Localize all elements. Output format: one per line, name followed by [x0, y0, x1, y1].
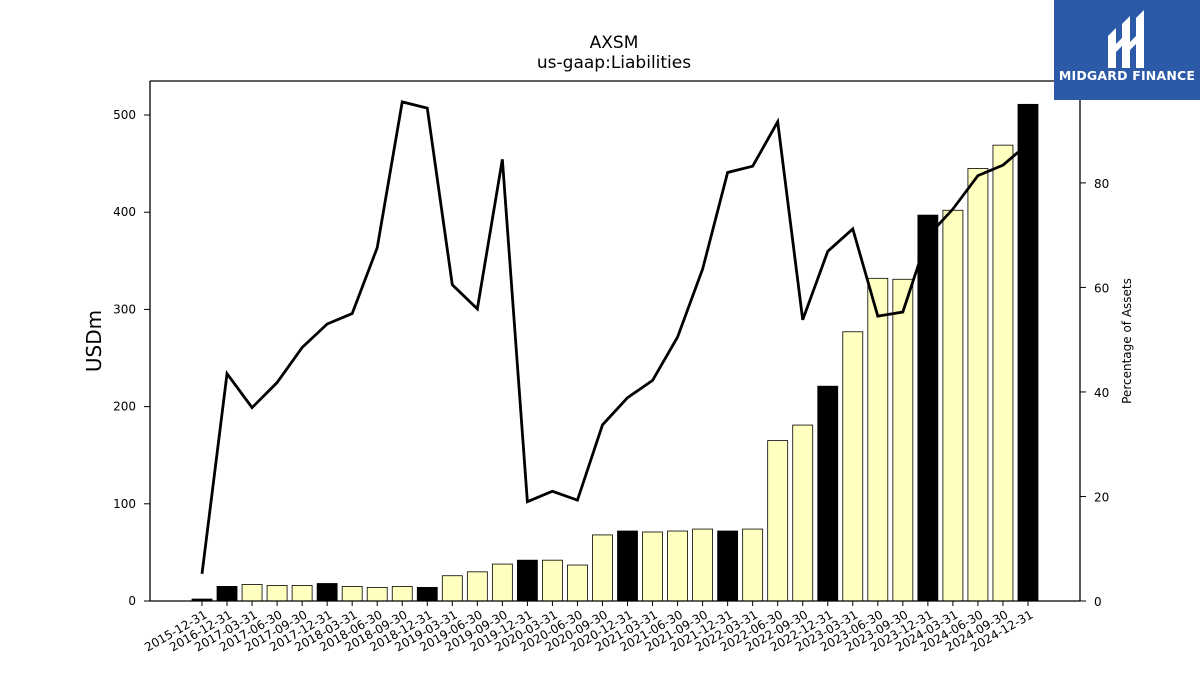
right-tick-label: 0: [1094, 595, 1102, 609]
left-ticks-group: 0 100 200 300 400 500: [113, 108, 150, 608]
bar-2018-03-31: [341, 586, 363, 602]
bar-2020-09-30: [592, 534, 613, 602]
line-group: [200, 100, 1029, 574]
bar-2021-03-31: [642, 531, 663, 602]
left-axis-title: USDm: [82, 310, 106, 372]
right-tick-label: 60: [1094, 281, 1109, 295]
left-tick-label: 300: [113, 302, 136, 316]
bar-2023-03-31: [842, 331, 864, 602]
percentage-of-assets-line: [200, 100, 1029, 574]
right-axis-title: Percentage of Assets: [1120, 278, 1134, 404]
bar-2018-12-31: [416, 586, 438, 602]
bar-2018-06-30: [366, 586, 388, 602]
right-tick-label: 20: [1094, 490, 1109, 504]
x-ticks-group: 2015-12-312016-12-312017-03-312017-06-30…: [142, 601, 1035, 654]
bar-2017-09-30: [291, 585, 313, 602]
brand-logo-text: MIDGARD FINANCE: [1058, 68, 1196, 83]
bar-group: [191, 103, 1039, 602]
bar-2024-12-31: [1017, 103, 1039, 602]
left-tick-label: 500: [113, 108, 136, 122]
left-tick-label: 0: [128, 594, 136, 608]
chart-subtitle: us-gaap:Liabilities: [537, 53, 691, 73]
right-ticks-group: 0 20 40 60 80: [1080, 177, 1109, 609]
brand-mark-icon: [1108, 10, 1144, 68]
left-tick-label: 100: [113, 497, 136, 511]
bar-2024-09-30: [992, 144, 1014, 602]
bar-2016-12-31: [216, 586, 238, 602]
right-tick-label: 80: [1094, 177, 1109, 191]
bar-2023-12-31: [917, 214, 939, 602]
bar-2022-06-30: [767, 440, 789, 602]
axes-group: [149, 80, 1081, 602]
bar-2019-09-30: [491, 563, 513, 602]
bar-2018-09-30: [391, 586, 413, 602]
bar-2017-03-31: [241, 584, 263, 602]
bar-2020-06-30: [567, 564, 588, 602]
right-tick-label: 40: [1094, 386, 1109, 400]
bar-2019-03-31: [441, 575, 463, 602]
bar-2023-09-30: [892, 278, 914, 602]
bar-2019-06-30: [466, 571, 488, 602]
left-tick-label: 400: [113, 205, 136, 219]
bar-2022-09-30: [792, 424, 814, 602]
bar-2021-06-30: [667, 530, 688, 602]
chart-title: AXSM: [590, 33, 639, 53]
bar-2017-12-31: [316, 583, 338, 602]
bar-2020-12-31: [617, 530, 638, 602]
bar-2022-03-31: [742, 528, 764, 602]
brand-logo: MIDGARD FINANCE: [1054, 0, 1200, 100]
bar-2017-06-30: [266, 585, 288, 602]
bar-2020-03-31: [542, 559, 563, 602]
bar-2022-12-31: [817, 385, 839, 602]
bar-2021-09-30: [692, 528, 713, 602]
bar-2019-12-31: [516, 559, 538, 602]
bar-2021-12-31: [717, 530, 739, 602]
left-tick-label: 200: [113, 400, 136, 414]
bar-2024-03-31: [942, 209, 964, 602]
bar-2023-06-30: [867, 277, 889, 602]
bar-2024-06-30: [967, 168, 989, 602]
